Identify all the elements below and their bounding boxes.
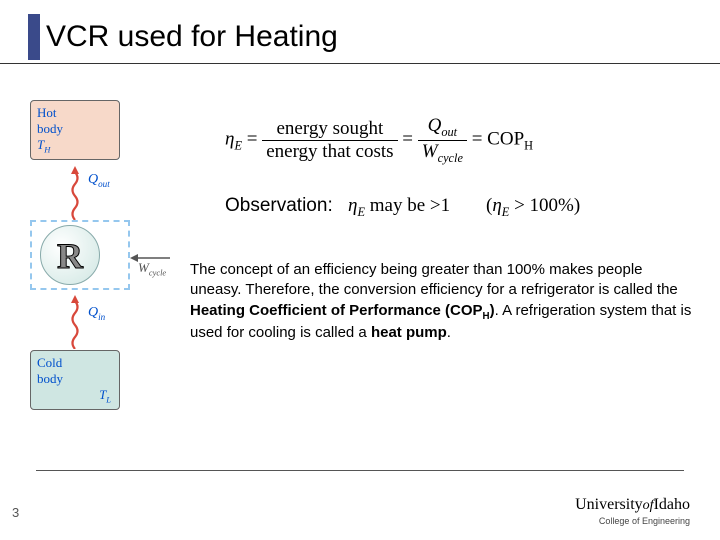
eta-sub: E [234, 138, 242, 152]
qout-sym: Q [88, 172, 98, 187]
eq2: = [402, 129, 417, 150]
page-title: VCR used for Heating [46, 20, 338, 54]
obs-gt1: may be >1 [365, 195, 450, 216]
cold-label-1: Cold [37, 355, 62, 370]
qout-label: Qout [88, 172, 110, 189]
efficiency-equation: ηE = energy sought energy that costs = Q… [225, 115, 533, 166]
qout2: Q [428, 115, 442, 136]
w-sym: W [138, 260, 149, 275]
qin-sub: in [98, 312, 105, 322]
obs-label: Observation: [225, 195, 333, 216]
wcycle-label: Wcycle [138, 260, 166, 278]
body-b1: Heating Coefficient of Performance (COPH… [190, 302, 495, 319]
obs-math-1: ηE may be >1 [348, 195, 455, 216]
wcyc2: W [422, 141, 438, 162]
obs-pr: ) [574, 195, 580, 216]
frac2-den: Wcycle [418, 141, 467, 166]
cop-sym: COP [487, 129, 524, 150]
eq3: = [472, 129, 487, 150]
univ-2: Idaho [654, 496, 690, 513]
frac-words: energy sought energy that costs [262, 118, 397, 163]
w-sub: cycle [149, 268, 166, 278]
b1-sub: H [483, 311, 490, 322]
obs-100: > 100% [509, 195, 574, 216]
cop-sub: H [524, 138, 533, 152]
obs-eta-sub: E [357, 205, 365, 219]
cold-label-2: body [37, 371, 63, 386]
university-logo: UniversityofIdaho College of Engineering [575, 496, 690, 526]
univ-1: University [575, 496, 643, 513]
wcyc2-sub: cycle [438, 151, 463, 165]
footer-divider [36, 470, 684, 471]
title-accent [28, 14, 40, 60]
r-label: R [57, 236, 83, 276]
observation-line: Observation: ηE may be >1 (ηE > 100%) [225, 195, 580, 220]
university-name: UniversityofIdaho [575, 496, 690, 514]
qin-sym: Q [88, 305, 98, 320]
qout2-sub: out [441, 125, 457, 139]
cold-reservoir: Cold body TL [30, 350, 120, 410]
qin-arrow [66, 295, 84, 345]
hot-label-1: Hot [37, 105, 57, 120]
work-arrow [130, 250, 170, 260]
frac1-den: energy that costs [262, 141, 397, 163]
college-name: College of Engineering [575, 516, 690, 526]
frac1-num: energy sought [262, 118, 397, 141]
body-b2: heat pump [371, 324, 447, 341]
body-paragraph: The concept of an efficiency being great… [190, 260, 695, 343]
eq1: = [247, 129, 262, 150]
qout-sub: out [98, 179, 110, 189]
body-p1: The concept of an efficiency being great… [190, 261, 678, 298]
tl-sub: L [106, 395, 111, 405]
obs-eta2: η [492, 195, 501, 216]
qin-label: Qin [88, 305, 105, 322]
obs-math-2: (ηE > 100%) [486, 195, 580, 216]
hot-reservoir: Hot body TH [30, 100, 120, 160]
body-p3: . [447, 324, 451, 341]
hot-label-2: body [37, 121, 63, 136]
th-sub: H [44, 145, 50, 155]
page-number: 3 [12, 505, 19, 520]
qout-arrow [66, 166, 84, 216]
refrigerator-node: R [40, 225, 100, 285]
frac-symbols: Qout Wcycle [418, 115, 467, 166]
frac2-num: Qout [418, 115, 467, 141]
univ-of: of [643, 498, 654, 513]
cycle-diagram: Hot body TH Qout R Wcycle Qin Cold b [30, 100, 180, 420]
title-bar: VCR used for Heating [0, 16, 720, 64]
b1-txt: Heating Coefficient of Performance (COP [190, 302, 483, 319]
